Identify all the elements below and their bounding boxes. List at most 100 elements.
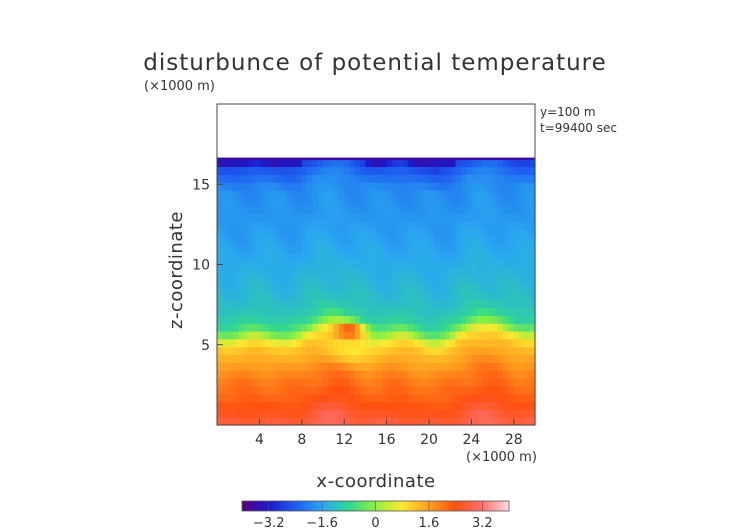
heatmap-cell — [254, 409, 260, 418]
heatmap-cell — [487, 276, 494, 285]
heatmap-cell — [349, 315, 356, 324]
heatmap-cell — [259, 260, 266, 269]
heatmap-cell — [455, 330, 462, 340]
heatmap-cell — [270, 276, 276, 285]
heatmap-cell — [529, 362, 536, 371]
heatmap-cell — [301, 244, 308, 254]
heatmap-cell — [497, 377, 504, 387]
heatmap-cell — [487, 409, 494, 418]
heatmap-cell — [487, 268, 494, 277]
heatmap-cell — [270, 158, 276, 168]
heatmap-cell — [338, 362, 345, 371]
heatmap-cell — [407, 299, 414, 309]
heatmap-cell — [349, 385, 356, 395]
heatmap-cell — [497, 299, 504, 309]
heatmap-cell — [381, 252, 388, 262]
heatmap-cell — [232, 260, 239, 269]
heatmap-cell — [381, 346, 388, 356]
heatmap-cell — [413, 252, 419, 262]
heatmap-cell — [418, 323, 425, 332]
heatmap-cell — [386, 362, 393, 371]
heatmap-cell — [349, 158, 356, 168]
heatmap-cell — [291, 236, 298, 246]
heatmap-cell — [275, 236, 282, 246]
heatmap-cell — [492, 417, 499, 426]
heatmap-cell — [397, 260, 404, 269]
heatmap-cell — [487, 236, 494, 246]
heatmap-cell — [460, 221, 467, 230]
heatmap-cell — [476, 189, 483, 199]
heatmap-cell — [434, 370, 441, 379]
heatmap-cell — [338, 213, 345, 222]
heatmap-cell — [466, 330, 472, 340]
heatmap-cell — [439, 299, 446, 309]
heatmap-cell — [333, 354, 340, 363]
heatmap-cell — [381, 385, 388, 395]
heatmap-cell — [508, 393, 515, 403]
heatmap-cell — [460, 393, 467, 403]
heatmap-cell — [328, 354, 335, 363]
heatmap-cell — [476, 205, 483, 215]
heatmap-cell — [312, 182, 319, 191]
heatmap-cell — [529, 197, 536, 207]
heatmap-cell — [524, 346, 531, 356]
heatmap-cell — [243, 417, 250, 426]
heatmap-cell — [360, 385, 366, 395]
heatmap-cell — [291, 213, 298, 222]
heatmap-cell — [328, 205, 335, 215]
heatmap-cell — [296, 362, 303, 371]
heatmap-cell — [524, 362, 531, 371]
heatmap-cell — [301, 174, 308, 183]
heatmap-cell — [275, 338, 282, 348]
heatmap-cell — [386, 174, 393, 183]
heatmap-cell — [402, 260, 409, 269]
heatmap-cell — [349, 229, 356, 238]
heatmap-cell — [476, 299, 483, 309]
heatmap-cell — [402, 166, 409, 175]
heatmap-cell — [227, 197, 234, 207]
heatmap-cell — [418, 370, 425, 379]
heatmap-cell — [360, 362, 366, 371]
heatmap-cell — [439, 346, 446, 356]
x-tick-label: 20 — [420, 432, 438, 448]
heatmap-cell — [217, 182, 223, 191]
heatmap-cell — [264, 189, 271, 199]
heatmap-cell — [386, 276, 393, 285]
heatmap-cell — [280, 385, 287, 395]
heatmap-cell — [413, 205, 419, 215]
heatmap-cell — [217, 385, 223, 395]
heatmap-cell — [450, 354, 457, 363]
heatmap-cell — [423, 346, 430, 356]
heatmap-cell — [391, 283, 398, 293]
heatmap-cell — [365, 189, 372, 199]
heatmap-cell — [312, 291, 319, 301]
heatmap-cell — [476, 229, 483, 238]
heatmap-cell — [460, 166, 467, 175]
heatmap-cell — [471, 323, 478, 332]
heatmap-cell — [444, 213, 451, 222]
heatmap-cell — [524, 354, 531, 363]
heatmap-cell — [344, 330, 351, 340]
heatmap-cell — [524, 330, 531, 340]
heatmap-cell — [370, 189, 377, 199]
heatmap-cell — [264, 174, 271, 183]
heatmap-cell — [291, 158, 298, 168]
heatmap-cell — [482, 189, 488, 199]
heatmap-cell — [508, 244, 515, 254]
heatmap-cell — [328, 221, 335, 230]
heatmap-cell — [323, 174, 329, 183]
heatmap-cell — [519, 370, 525, 379]
heatmap-cell — [519, 276, 525, 285]
heatmap-cell — [360, 307, 366, 316]
heatmap-cell — [317, 393, 324, 403]
heatmap-cell — [217, 401, 223, 410]
heatmap-cell — [291, 377, 298, 387]
heatmap-cell — [503, 330, 510, 340]
heatmap-cell — [460, 236, 467, 246]
heatmap-cell — [222, 330, 229, 340]
heatmap-cell — [254, 291, 260, 301]
heatmap-cell — [402, 174, 409, 183]
heatmap-cell — [323, 205, 329, 215]
heatmap-cell — [296, 213, 303, 222]
heatmap-cell — [492, 377, 499, 387]
